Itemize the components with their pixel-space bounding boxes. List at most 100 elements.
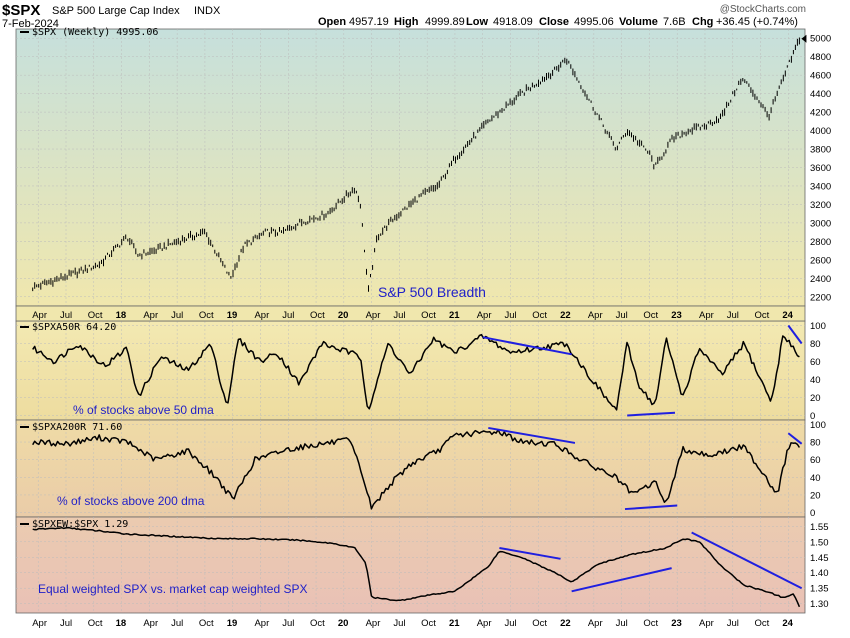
high-value: 4999.89 [425,16,465,28]
x-tick-label: Oct [310,310,325,321]
y-tick-label: 20 [810,393,821,404]
low-value: 4918.09 [493,16,533,28]
x-tick-label: Oct [643,618,658,629]
x-tick-label: Jul [393,310,405,321]
y-tick-label: 0 [810,508,815,519]
x-tick-label: Jul [727,618,739,629]
x-tick-label: 23 [671,618,682,629]
x-tick-label: 18 [116,310,127,321]
x-tick-label: 23 [671,310,682,321]
chart-date: 7-Feb-2024 [2,18,59,30]
index-name: S&P 500 Large Cap Index [52,5,180,17]
panel-annotation: Equal weighted SPX vs. market cap weight… [38,582,307,596]
high-label: High [394,16,419,28]
panel-background [15,516,806,614]
x-tick-label: Oct [421,310,436,321]
panel-background [15,419,806,518]
trendline [627,411,676,417]
trendline [499,546,561,560]
x-tick-label: Jul [282,618,294,629]
y-tick-label: 80 [810,339,821,350]
x-tick-label: Apr [699,310,714,321]
trendline [488,426,576,444]
y-tick-label: 0 [810,411,815,422]
x-tick-label: Apr [588,310,603,321]
x-tick-label: 21 [449,618,460,629]
x-tick-label: Jul [616,618,628,629]
x-tick-label: Apr [366,618,381,629]
x-tick-label: Oct [199,618,214,629]
indicator-line [32,333,800,411]
x-tick-label: Apr [699,618,714,629]
x-tick-label: Oct [199,310,214,321]
x-tick-label: Oct [755,310,770,321]
x-tick-label: Oct [421,618,436,629]
y-tick-label: 3600 [810,163,831,174]
chart-panels: 2200240026002800300032003400360038004000… [15,27,831,614]
x-tick-label: 19 [227,618,238,629]
y-tick-label: 4800 [810,52,831,63]
panel-label: $SPXA50R 64.20 [32,322,116,333]
open-value: 4957.19 [349,16,389,28]
y-tick-label: 40 [810,375,821,386]
x-tick-label: Apr [143,310,158,321]
y-tick-label: 4600 [810,71,831,82]
y-tick-label: 2400 [810,274,831,285]
y-tick-label: 40 [810,473,821,484]
y-tick-label: 1.30 [810,599,829,610]
panel-background [15,320,806,421]
x-tick-label: Oct [88,618,103,629]
x-tick-label: 20 [338,618,349,629]
x-tick-label: 19 [227,310,238,321]
y-tick-label: 1.35 [810,584,829,595]
close-value: 4995.06 [574,16,614,28]
ohlc-bar: Open 4957.19 High 4999.89 Low 4918.09 Cl… [318,16,798,28]
x-tick-label: Oct [310,618,325,629]
last-price-marker [801,34,807,43]
y-tick-label: 3400 [810,181,831,192]
x-tick-label: Apr [254,618,269,629]
indicator-line [32,429,801,510]
trendline [571,567,672,593]
trendline [624,504,678,511]
x-tick-label: Jul [171,618,183,629]
y-tick-label: 2200 [810,292,831,303]
trendline [691,531,803,590]
volume-value: 7.6B [663,16,686,28]
volume-label: Volume [619,16,658,28]
trendline [787,432,803,445]
x-tick-label: 20 [338,310,349,321]
x-tick-label: Jul [282,310,294,321]
panel-label: $SPXA200R 71.60 [32,422,122,433]
x-tick-label: 24 [782,618,793,629]
x-tick-label: Jul [616,310,628,321]
x-tick-label: 22 [560,310,571,321]
x-tick-label: Jul [171,310,183,321]
x-tick-label: Apr [254,310,269,321]
y-tick-label: 1.40 [810,568,829,579]
x-tick-label: Jul [505,618,517,629]
y-tick-label: 3000 [810,218,831,229]
y-tick-label: 100 [810,420,826,431]
panel-annotation: S&P 500 Breadth [378,284,486,300]
chg-label: Chg [692,16,713,28]
y-tick-label: 2800 [810,237,831,248]
x-tick-label: 18 [116,618,127,629]
x-axis: Apr Apr Jul Jul Oct Oct 18 18 Apr Apr Jul Jul Oct Oct… [15,305,806,629]
x-tick-label: Apr [366,310,381,321]
trendline [787,324,803,345]
x-tick-label: Jul [60,310,72,321]
y-tick-label: 4400 [810,89,831,100]
y-tick-label: 2600 [810,255,831,266]
y-tick-label: 60 [810,455,821,466]
x-axis-strip [15,305,806,322]
x-tick-label: Apr [32,310,47,321]
watermark: @StockCharts.com [720,4,806,15]
y-tick-label: 80 [810,438,821,449]
panel-3: 1.30 1.35 1.40 1.45 1.50 1.55 $SPXEW:$SPX 1.29… [15,516,829,614]
x-tick-label: 21 [449,310,460,321]
panel-label: $SPX (Weekly) 4995.06 [32,27,158,38]
x-tick-label: Apr [588,618,603,629]
